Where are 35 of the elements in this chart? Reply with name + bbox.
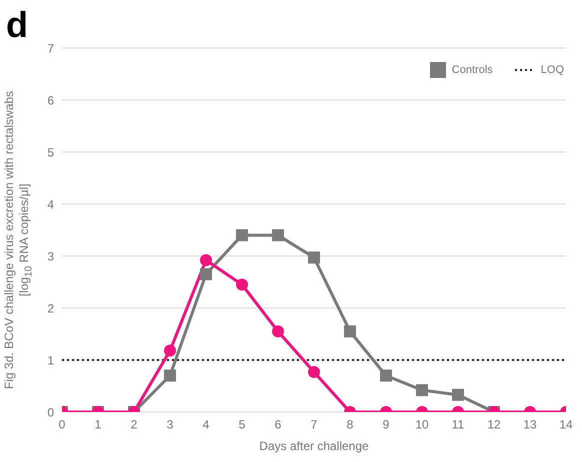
point (272, 325, 284, 338)
x-tick-label: 1 (94, 418, 102, 432)
x-axis-title: Days after challenge (259, 439, 370, 453)
y-tick-label: 5 (47, 145, 54, 160)
x-tick-label: 0 (58, 418, 66, 432)
y-tick-label: 6 (47, 93, 54, 108)
point (272, 229, 284, 242)
point (200, 254, 212, 266)
legend-label: Controls (452, 64, 493, 76)
point (236, 229, 248, 242)
y-tick-label: 2 (47, 301, 54, 316)
x-tick-label: 12 (487, 418, 501, 432)
x-tick-label: 14 (559, 418, 573, 432)
point (200, 268, 212, 280)
y-tick-label: 3 (47, 249, 54, 264)
text: d (6, 4, 28, 46)
y-tick-label: 1 (47, 353, 54, 368)
x-tick-label: 13 (523, 418, 537, 432)
y-tick-label: 4 (47, 197, 54, 212)
x-tick-label: 4 (202, 418, 210, 432)
y-tick-label: 0 (47, 405, 54, 420)
x-tick-label: 5 (238, 418, 246, 432)
x-tick-label: 2 (130, 418, 138, 432)
x-tick-label: 6 (274, 418, 282, 432)
x-tick-label: 10 (415, 418, 429, 432)
x-tick-label: 8 (346, 418, 354, 432)
legend-label: LOQ (540, 64, 564, 76)
x-tick-label: 7 (310, 418, 318, 432)
x-tick-label: 11 (452, 418, 465, 432)
y-tick-label: 7 (47, 41, 54, 56)
x-tick-label: 9 (382, 418, 390, 432)
point (236, 278, 248, 291)
point (308, 252, 320, 264)
x-tick-label: 3 (166, 418, 174, 432)
point (344, 325, 356, 338)
